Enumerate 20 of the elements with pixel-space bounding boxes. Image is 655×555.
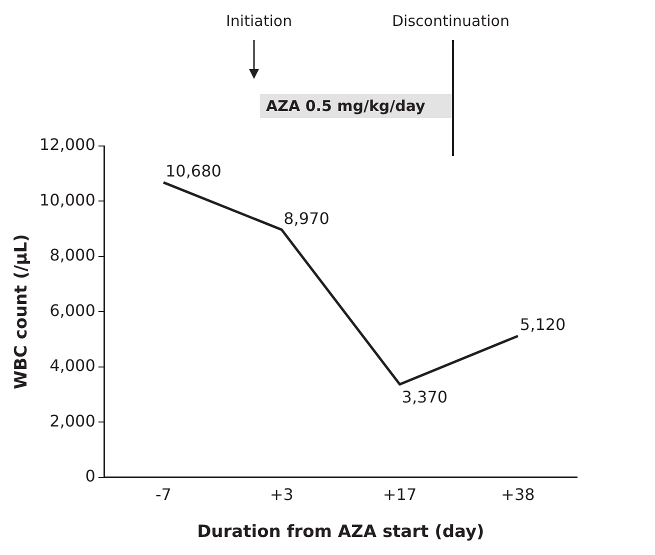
- data-label: 3,370: [402, 387, 448, 406]
- x-tick-label: +38: [501, 485, 535, 504]
- y-tick-label: 10,000: [39, 190, 96, 210]
- text: Initiation: [226, 12, 292, 30]
- y-tick-label: 0: [85, 466, 96, 486]
- data-label: 8,970: [284, 208, 330, 228]
- y-tick-label: 12,000: [39, 135, 96, 154]
- data-label: 5,120: [520, 315, 566, 334]
- text: AZA 0.5 mg/kg/day: [260, 94, 453, 118]
- x-tick-label: +17: [382, 485, 417, 504]
- x-tick-label: +3: [270, 485, 294, 504]
- y-tick-label: 4,000: [50, 356, 96, 376]
- data-label: 10,680: [165, 162, 222, 181]
- y-tick-label: 2,000: [50, 411, 96, 430]
- x-tick-label: -7: [155, 485, 172, 504]
- x-axis-title: Duration from AZA start (day): [197, 522, 484, 542]
- text: Discontinuation: [392, 12, 510, 30]
- y-axis-title: WBC count (/µL): [12, 234, 32, 390]
- y-tick-label: 8,000: [50, 246, 96, 265]
- y-tick-label: 6,000: [50, 300, 96, 320]
